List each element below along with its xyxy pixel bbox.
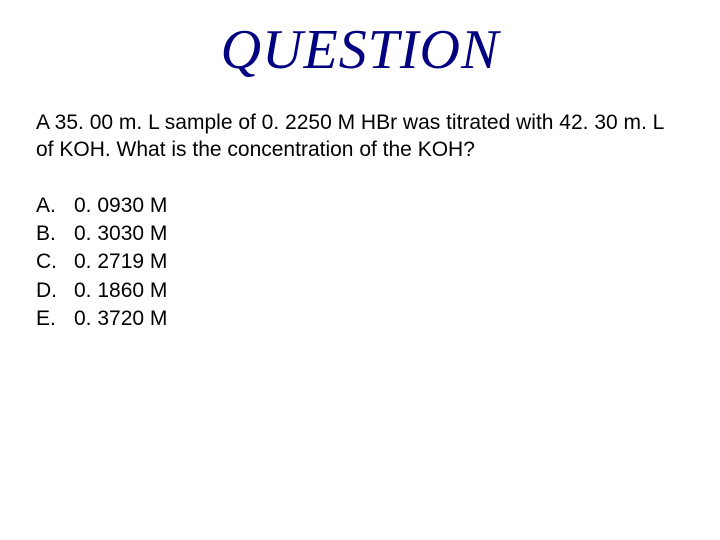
option-row: E. 0. 3720 M bbox=[36, 305, 684, 333]
option-value: 0. 1860 M bbox=[74, 277, 167, 305]
question-block: A 35. 00 m. L sample of 0. 2250 M HBr wa… bbox=[0, 82, 720, 333]
option-row: B. 0. 3030 M bbox=[36, 220, 684, 248]
page-title: QUESTION bbox=[0, 0, 720, 82]
option-row: A. 0. 0930 M bbox=[36, 192, 684, 220]
option-letter: E. bbox=[36, 305, 74, 333]
option-letter: D. bbox=[36, 277, 74, 305]
question-text: A 35. 00 m. L sample of 0. 2250 M HBr wa… bbox=[36, 110, 684, 164]
option-letter: A. bbox=[36, 192, 74, 220]
option-letter: C. bbox=[36, 248, 74, 276]
option-row: C. 0. 2719 M bbox=[36, 248, 684, 276]
option-value: 0. 2719 M bbox=[74, 248, 167, 276]
option-letter: B. bbox=[36, 220, 74, 248]
option-row: D. 0. 1860 M bbox=[36, 277, 684, 305]
option-value: 0. 3030 M bbox=[74, 220, 167, 248]
options-list: A. 0. 0930 M B. 0. 3030 M C. 0. 2719 M D… bbox=[36, 192, 684, 334]
option-value: 0. 3720 M bbox=[74, 305, 167, 333]
option-value: 0. 0930 M bbox=[74, 192, 167, 220]
